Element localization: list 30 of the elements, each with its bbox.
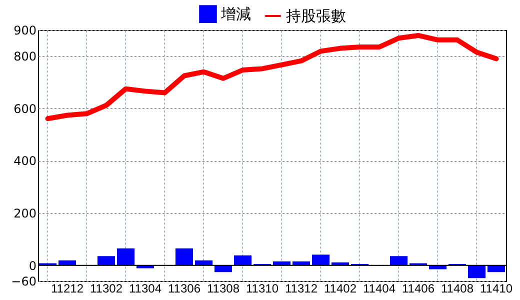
bar [97,256,116,266]
y-tick-label: 800 [14,50,36,64]
x-tick-label: 11410 [480,282,513,296]
x-tick-label: 11312 [285,282,318,296]
x-tick-label: 11408 [441,282,474,296]
bar [175,248,194,266]
bar [116,248,135,266]
bar [234,255,252,266]
bar [58,260,76,266]
bar [468,265,486,278]
x-tick-label: 11212 [51,282,84,296]
y-tick-label: 400 [14,154,36,168]
x-tick-label: 11306 [168,282,201,296]
y-tick-label: 200 [14,206,36,221]
y-tick-label: −60 [11,274,36,288]
x-tick-label: 11302 [90,282,123,296]
y-tick-label: 600 [14,102,36,116]
bar [194,260,213,266]
y-tick-label: 900 [14,24,36,38]
legend-label: 增減 [220,5,251,24]
x-tick-label: 11404 [363,282,396,296]
bar [390,256,408,266]
y-tick-label: 0 [28,258,36,273]
x-tick-label: 11308 [207,282,240,296]
legend-label: 持股張數 [286,7,346,25]
x-tick-label: 11304 [129,282,162,296]
x-tick-label: 11310 [246,282,279,296]
bar [312,254,330,266]
x-tick-label: 11402 [324,282,357,296]
x-tick-label: 11406 [402,282,435,296]
